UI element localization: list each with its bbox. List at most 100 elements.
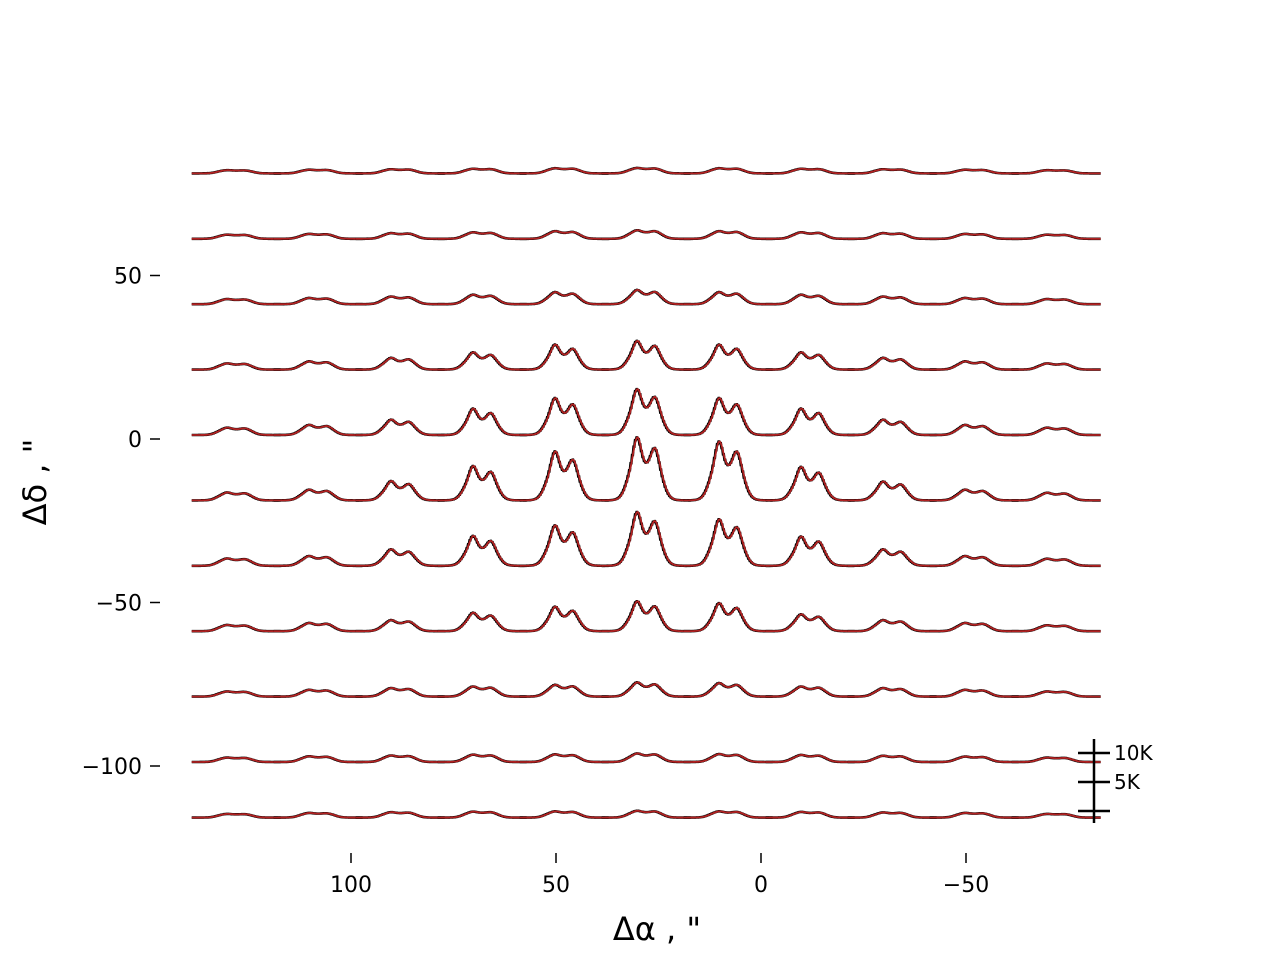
spectrum-cell <box>191 690 281 698</box>
spectrum-model-line <box>273 232 363 240</box>
spectrum-data-trace <box>355 479 445 502</box>
spectrum-model-line <box>765 613 855 633</box>
spectrum-model-line <box>765 167 855 175</box>
y-tick-label: 0 <box>128 428 142 453</box>
x-axis: 100 50 0 −50 <box>330 853 989 898</box>
spectrum-cell <box>519 450 609 502</box>
spectrum-model-line <box>847 548 937 567</box>
spectrum-model-line <box>191 624 281 633</box>
spectrum-cell <box>929 296 1019 306</box>
spectrum-cell <box>437 293 527 306</box>
spectrum-cell <box>273 688 363 698</box>
spectrum-data-trace <box>355 418 445 437</box>
spectrum-data-trace <box>929 488 1019 502</box>
spectrum-data-trace <box>765 613 855 633</box>
spectrum-cell <box>1011 623 1101 633</box>
spectrum-model-line <box>929 168 1019 175</box>
spectrum-cell <box>929 423 1019 437</box>
spectrum-cell <box>191 812 281 819</box>
spectrum-model-line <box>273 297 363 306</box>
spectrum-cell <box>929 811 1019 819</box>
spectrum-cell <box>191 756 281 764</box>
spectrum-model-line <box>1011 426 1101 436</box>
spectrum-cell <box>437 464 527 502</box>
spectrum-data-trace <box>601 288 691 306</box>
spectrum-cell <box>765 810 855 819</box>
spectrum-data-trace <box>683 343 773 371</box>
spectrum-model-line <box>847 687 937 698</box>
spectrum-model-line <box>765 685 855 698</box>
spectrum-data-trace <box>273 554 363 568</box>
spectrum-model-line <box>519 167 609 175</box>
spectrum-cell <box>601 510 691 568</box>
spectrum-model-line <box>683 291 773 306</box>
spectrum-cell <box>437 407 527 437</box>
spectrum-cell <box>437 810 527 819</box>
spectrum-model-line <box>273 168 363 175</box>
spectrum-cell <box>355 754 445 764</box>
spectrum-cell <box>1011 233 1101 241</box>
spectrum-model-line <box>355 548 445 567</box>
spectrum-cell <box>273 423 363 437</box>
spectrum-data-trace <box>519 290 609 306</box>
spectrum-model-line <box>601 340 691 371</box>
y-axis: 50 0 −50 −100 <box>82 265 160 780</box>
spectrum-model-line <box>847 356 937 371</box>
spectrum-cell <box>683 166 773 175</box>
spectrum-cell <box>765 230 855 241</box>
spectrum-model-line <box>437 810 527 819</box>
spectrum-model-line <box>929 423 1019 436</box>
spectrum-data-trace <box>437 407 527 437</box>
spectrum-model-line <box>519 683 609 698</box>
spectrum-cell <box>847 686 937 698</box>
spectrum-model-line <box>355 754 445 763</box>
spectrum-data-trace <box>437 293 527 306</box>
spectrum-cell <box>437 611 527 633</box>
spectrum-data-trace <box>765 535 855 568</box>
spectrum-model-line <box>191 426 281 436</box>
spectrum-cell <box>519 229 609 241</box>
spectrum-model-line <box>765 466 855 502</box>
spectrum-model-line <box>273 812 363 819</box>
spectrum-data-trace <box>683 601 773 633</box>
spectrum-cell <box>1011 297 1101 306</box>
spectrum-model-line <box>437 753 527 763</box>
spectrum-model-line <box>765 810 855 819</box>
spectrum-model-line <box>847 480 937 502</box>
spectrum-cell <box>191 297 281 306</box>
spectrum-cell <box>683 681 773 698</box>
spectrum-cell <box>929 488 1019 502</box>
x-axis-label: Δα , " <box>613 910 701 948</box>
spectrum-cell <box>191 233 281 241</box>
spectrum-model-line <box>519 230 609 240</box>
spectrum-cell <box>519 810 609 819</box>
spectrum-data-trace <box>929 423 1019 437</box>
spectrum-cell <box>601 436 691 502</box>
spectrum-data-trace <box>683 681 773 698</box>
spectrum-model-line <box>273 360 363 371</box>
spectrum-model-line <box>683 230 773 240</box>
spectrum-model-line <box>847 168 937 175</box>
spectrum-data-trace <box>519 396 609 437</box>
spectrum-model-line <box>519 450 609 502</box>
spectrum-data-trace <box>765 685 855 698</box>
spectrum-cell <box>929 755 1019 764</box>
spectrum-cell <box>519 605 609 633</box>
spectrum-model-line <box>191 233 281 240</box>
spectrum-data-trace <box>437 464 527 502</box>
spectrum-model-line <box>765 407 855 436</box>
spectrum-model-line <box>355 232 445 240</box>
spectrum-cell <box>765 407 855 437</box>
spectrum-cell <box>847 167 937 175</box>
spectrum-model-line <box>601 388 691 436</box>
spectrum-cell <box>601 681 691 698</box>
spectrum-model-line <box>519 753 609 763</box>
spectrum-data-trace <box>519 450 609 502</box>
spectrum-cell <box>929 621 1019 633</box>
spectrum-cell <box>519 396 609 437</box>
spectrum-cell <box>847 231 937 241</box>
spectrum-cell <box>273 232 363 241</box>
spectrum-model-line <box>847 418 937 436</box>
